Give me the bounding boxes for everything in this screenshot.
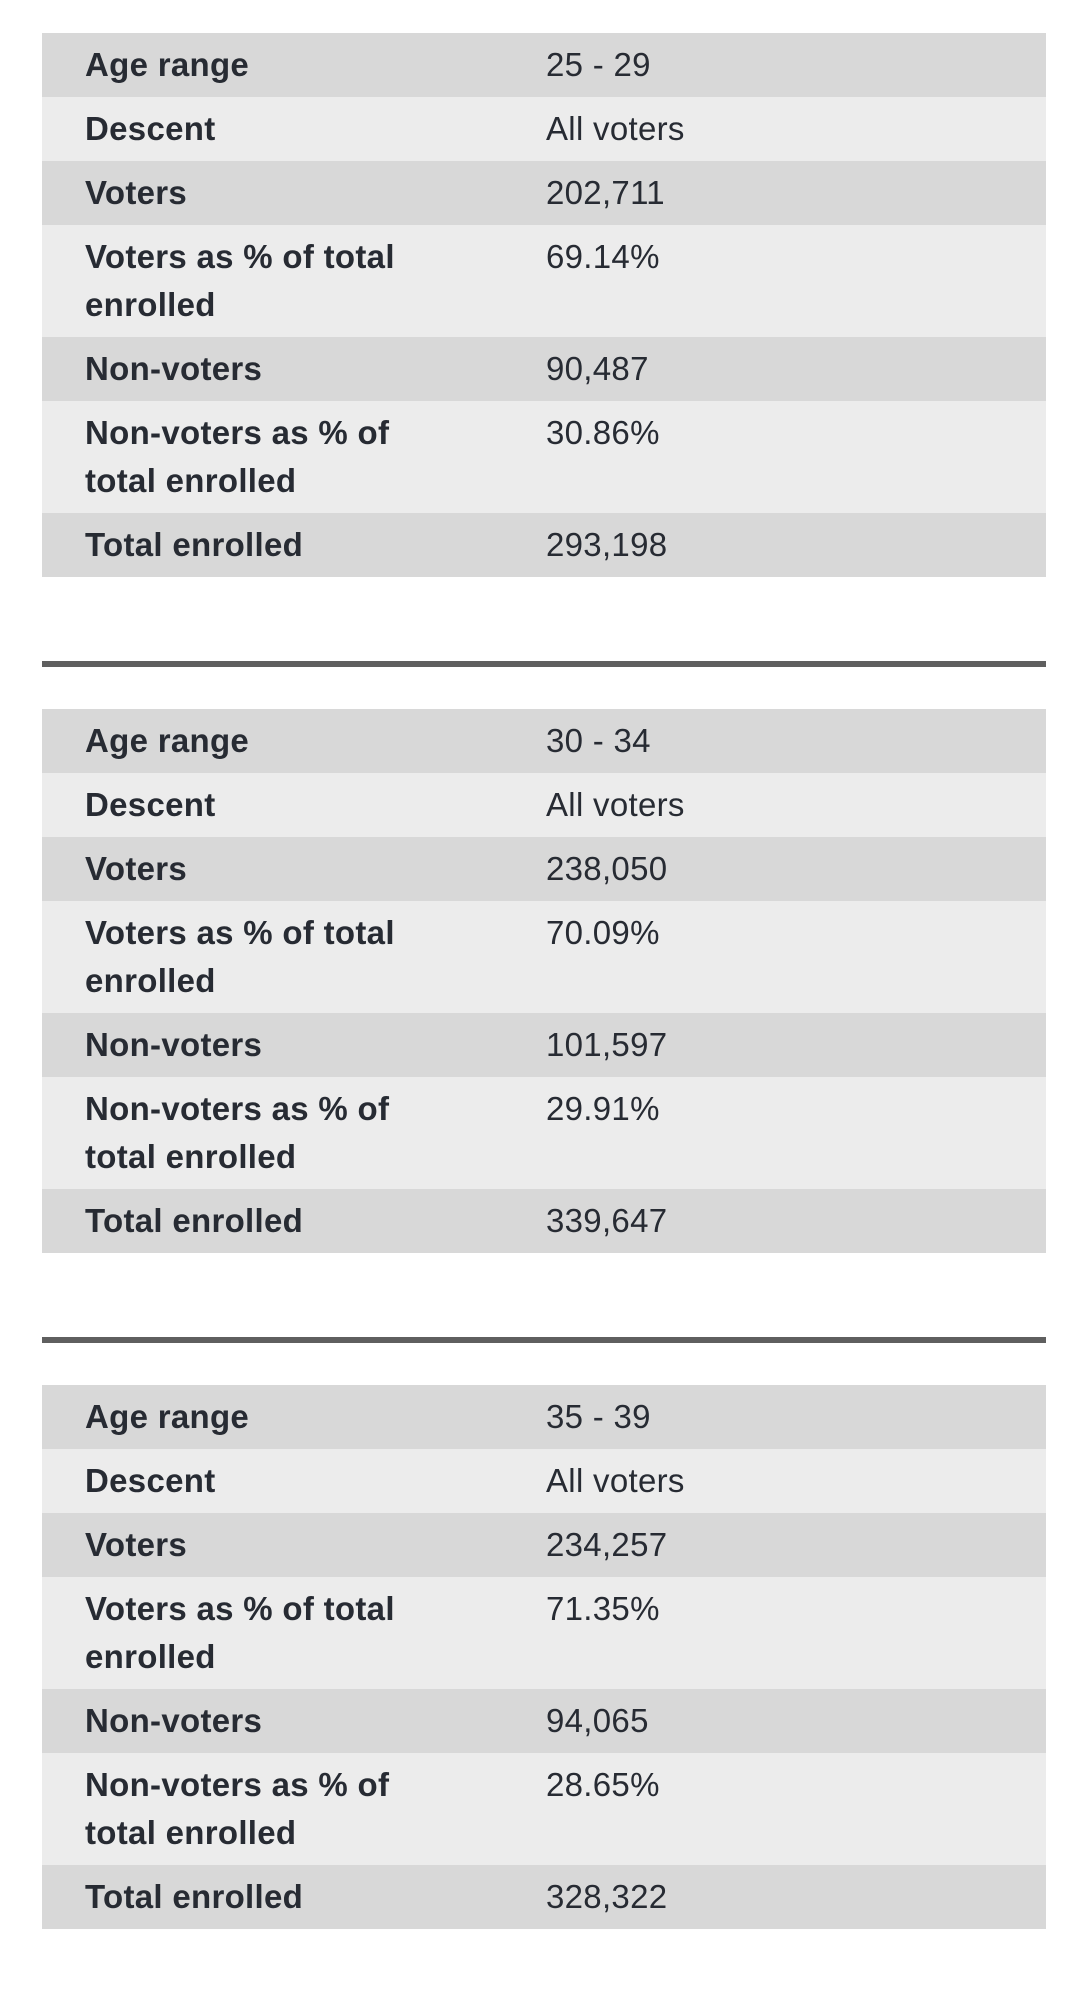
table-row: Age range 30 - 34 xyxy=(42,709,1046,773)
row-label: Non-voters xyxy=(85,1702,263,1739)
table-row: Descent All voters xyxy=(42,773,1046,837)
row-label: Non-voters xyxy=(85,350,263,387)
row-label: Age range xyxy=(85,46,250,83)
table-row: Descent All voters xyxy=(42,97,1046,161)
row-value: 30 - 34 xyxy=(546,722,651,759)
row-label: Age range xyxy=(85,722,250,759)
stats-table-age-35-39: Age range 35 - 39 Descent All voters Vot… xyxy=(42,1385,1046,1929)
row-value: 339,647 xyxy=(546,1202,668,1239)
row-label: Total enrolled xyxy=(85,526,304,563)
table-row: Non-voters 101,597 xyxy=(42,1013,1046,1077)
row-value: 94,065 xyxy=(546,1702,649,1739)
row-label: Total enrolled xyxy=(85,1878,304,1915)
row-label: Non-voters as % of total enrolled xyxy=(85,1090,390,1175)
row-value: 28.65% xyxy=(546,1766,660,1803)
row-value: 293,198 xyxy=(546,526,668,563)
row-value: 202,711 xyxy=(546,174,665,211)
row-label: Voters as % of total enrolled xyxy=(85,1590,395,1675)
row-value: 29.91% xyxy=(546,1090,660,1127)
row-value: 35 - 39 xyxy=(546,1398,651,1435)
row-label: Non-voters xyxy=(85,1026,263,1063)
row-value: All voters xyxy=(546,786,685,823)
row-value: 238,050 xyxy=(546,850,668,887)
table-row: Voters 238,050 xyxy=(42,837,1046,901)
row-value: 71.35% xyxy=(546,1590,660,1627)
row-value: 69.14% xyxy=(546,238,660,275)
row-value: All voters xyxy=(546,1462,685,1499)
row-label: Voters xyxy=(85,850,188,887)
row-label: Total enrolled xyxy=(85,1202,304,1239)
table-row: Age range 25 - 29 xyxy=(42,33,1046,97)
table-row: Total enrolled 293,198 xyxy=(42,513,1046,577)
table-row: Total enrolled 328,322 xyxy=(42,1865,1046,1929)
row-label: Descent xyxy=(85,1462,216,1499)
row-value: 90,487 xyxy=(546,350,649,387)
row-value: 30.86% xyxy=(546,414,660,451)
row-label: Non-voters as % of total enrolled xyxy=(85,1766,390,1851)
table-row: Non-voters 90,487 xyxy=(42,337,1046,401)
row-label: Descent xyxy=(85,110,216,147)
table-row: Age range 35 - 39 xyxy=(42,1385,1046,1449)
table-row: Voters 234,257 xyxy=(42,1513,1046,1577)
table-row: Non-voters 94,065 xyxy=(42,1689,1046,1753)
row-value: 101,597 xyxy=(546,1026,668,1063)
row-value: 70.09% xyxy=(546,914,660,951)
table-row: Voters as % of total enrolled 71.35% xyxy=(42,1577,1046,1689)
row-value: All voters xyxy=(546,110,685,147)
row-label: Descent xyxy=(85,786,216,823)
table-row: Descent All voters xyxy=(42,1449,1046,1513)
row-value: 25 - 29 xyxy=(546,46,651,83)
row-label: Voters as % of total enrolled xyxy=(85,914,395,999)
table-row: Voters as % of total enrolled 70.09% xyxy=(42,901,1046,1013)
table-row: Voters as % of total enrolled 69.14% xyxy=(42,225,1046,337)
row-label: Voters as % of total enrolled xyxy=(85,238,395,323)
row-value: 328,322 xyxy=(546,1878,668,1915)
table-row: Voters 202,711 xyxy=(42,161,1046,225)
row-label: Voters xyxy=(85,1526,188,1563)
row-label: Voters xyxy=(85,174,188,211)
row-value: 234,257 xyxy=(546,1526,668,1563)
table-row: Total enrolled 339,647 xyxy=(42,1189,1046,1253)
table-row: Non-voters as % of total enrolled 29.91% xyxy=(42,1077,1046,1189)
stats-table-age-25-29: Age range 25 - 29 Descent All voters Vot… xyxy=(42,33,1046,577)
table-row: Non-voters as % of total enrolled 30.86% xyxy=(42,401,1046,513)
table-row: Non-voters as % of total enrolled 28.65% xyxy=(42,1753,1046,1865)
section-divider xyxy=(42,1337,1046,1343)
row-label: Non-voters as % of total enrolled xyxy=(85,414,390,499)
stats-table-age-30-34: Age range 30 - 34 Descent All voters Vot… xyxy=(42,709,1046,1253)
row-label: Age range xyxy=(85,1398,250,1435)
section-divider xyxy=(42,661,1046,667)
